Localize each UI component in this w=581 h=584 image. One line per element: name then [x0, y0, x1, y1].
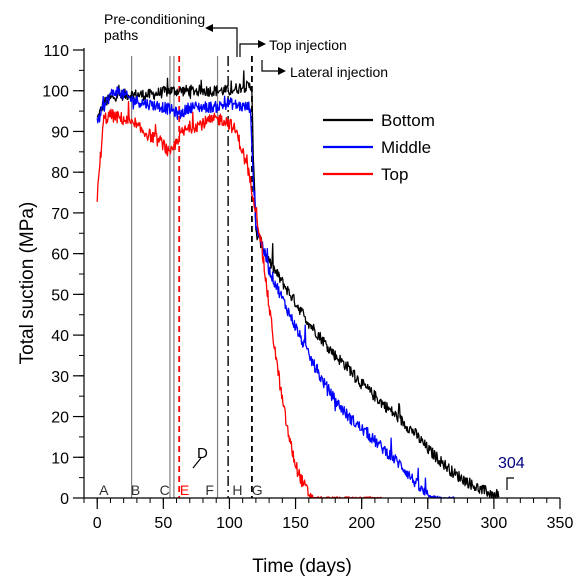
- x-tick-label: 0: [93, 515, 102, 532]
- series-line-bottom: [96, 70, 500, 499]
- y-tick-label: 40: [51, 328, 69, 345]
- arrow-lateral-injection: [261, 60, 282, 72]
- x-tick-label: 50: [154, 515, 172, 532]
- x-tick-label: 200: [348, 515, 375, 532]
- y-tick-label: 100: [42, 84, 69, 101]
- x-tick-label: 350: [547, 515, 574, 532]
- annotation-pre-conditioning: Pre-conditioning paths: [104, 11, 205, 43]
- x-tick-label: 300: [481, 515, 508, 532]
- marker-label-e: E: [180, 482, 189, 498]
- y-tick-label: 20: [51, 410, 69, 427]
- arrow-head-lateral-injection: [278, 67, 286, 75]
- arrow-d: [192, 457, 202, 469]
- y-tick-label: 50: [51, 287, 69, 304]
- x-tick-label: 100: [216, 515, 243, 532]
- arrow-top-injection: [239, 43, 262, 57]
- y-tick-label: 0: [60, 491, 69, 508]
- arrow-head-pre-conditioning: [205, 24, 213, 32]
- x-axis-label: Time (days): [252, 556, 352, 577]
- series-line-top: [96, 101, 382, 499]
- y-tick-label: 80: [51, 165, 69, 182]
- annotation-lateral-injection: Lateral injection: [290, 64, 388, 80]
- marker-label-a: A: [99, 482, 109, 498]
- series-layer: [96, 70, 500, 499]
- annotation-d: D: [197, 445, 208, 462]
- x-tick-label: 250: [414, 515, 441, 532]
- y-tick-label: 90: [51, 124, 69, 141]
- y-tick-label: 70: [51, 206, 69, 223]
- y-tick-label: 60: [51, 247, 69, 264]
- marker-label-b: B: [131, 482, 140, 498]
- y-tick-label: 110: [43, 43, 69, 60]
- reference-lines-layer: [131, 56, 253, 498]
- annotation-top-injection: Top injection: [269, 37, 347, 53]
- series-line-middle: [96, 86, 455, 499]
- marker-label-g: G: [252, 482, 263, 498]
- y-ticks-layer: 0 10 20 30 40 50 60 70 80 90 100 110: [42, 43, 84, 508]
- legend-label-top: Top: [381, 165, 408, 184]
- legend-label-bottom: Bottom: [381, 111, 435, 130]
- y-tick-label: 30: [51, 369, 69, 386]
- marker-label-h: H: [232, 482, 242, 498]
- y-axis-label: Total suction (MPa): [17, 202, 38, 365]
- arrow-end-day: [506, 477, 514, 490]
- marker-label-f: F: [205, 482, 214, 498]
- legend-label-middle: Middle: [381, 138, 431, 157]
- x-ticks-layer: 0 50 100 150 200 250 300 350: [83, 498, 574, 532]
- annotations-layer: Pre-conditioning paths Top injection Latera…: [104, 11, 525, 490]
- legend: Bottom Middle Top: [323, 111, 435, 184]
- marker-label-c: C: [160, 482, 170, 498]
- axes-layer: [83, 48, 560, 499]
- arrow-head-top-injection: [258, 40, 266, 48]
- y-tick-label: 10: [51, 450, 69, 467]
- annotation-end-day: 304: [498, 455, 525, 472]
- x-tick-label: 150: [282, 515, 309, 532]
- arrow-pre-conditioning: [211, 27, 238, 57]
